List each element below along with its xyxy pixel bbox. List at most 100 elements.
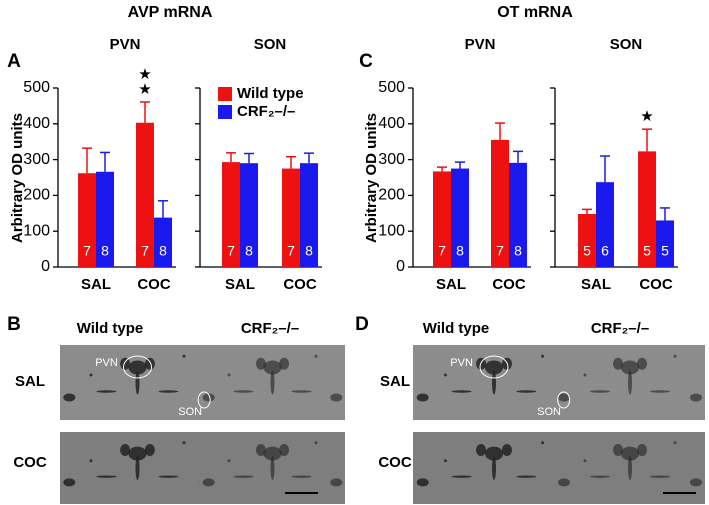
tissue-spot	[621, 360, 639, 375]
tissue-spot	[314, 441, 318, 445]
x-tick-label: SAL	[436, 276, 466, 293]
count-label: 7	[227, 243, 235, 259]
tissue-spot	[673, 441, 677, 445]
tissue-spot	[492, 456, 496, 480]
tissue-spot	[263, 360, 282, 375]
tissue-spot	[628, 456, 632, 480]
tissue-spot	[690, 478, 702, 487]
region-outline	[123, 355, 152, 379]
panel-title: AVP mRNA	[128, 4, 213, 21]
tissue-spot	[96, 390, 117, 393]
y-tick-label: 0	[396, 258, 405, 275]
bar	[136, 122, 154, 267]
y-axis-label: Arbitrary OD units	[9, 113, 26, 243]
column-label: CRF₂–/–	[241, 320, 299, 337]
tissue-spot	[89, 373, 93, 377]
count-label: 7	[438, 243, 446, 259]
tissue-spot	[96, 475, 117, 478]
tissue-spot	[182, 441, 186, 445]
tissue-spot	[637, 444, 647, 456]
count-label: 7	[83, 243, 91, 259]
tissue-spot	[314, 354, 318, 358]
tissue-spot	[144, 444, 155, 456]
tissue-spot	[135, 456, 140, 480]
tissue-spot	[227, 459, 231, 463]
chart-title: SON	[610, 36, 643, 53]
y-tick-label: 200	[23, 187, 50, 204]
row-label: COC	[13, 454, 47, 471]
y-tick-label: 100	[23, 222, 50, 239]
y-tick-label: 100	[378, 222, 405, 239]
chart-title: PVN	[110, 36, 141, 53]
tissue-spot	[227, 373, 231, 377]
count-label: 8	[245, 243, 253, 259]
tissue-spot	[443, 373, 447, 377]
tissue-spot	[583, 459, 587, 463]
bar	[282, 168, 300, 267]
bar	[491, 139, 509, 267]
y-tick-label: 500	[23, 79, 50, 96]
x-tick-label: COC	[137, 276, 171, 293]
row-label: SAL	[15, 373, 45, 390]
tissue-spot	[255, 444, 266, 456]
tissue-spot	[613, 444, 623, 456]
count-label: 8	[514, 243, 522, 259]
region-label: PVN	[95, 357, 118, 369]
tissue-spot	[120, 357, 131, 370]
row-label: SAL	[380, 373, 410, 390]
tissue-spot	[485, 446, 503, 461]
tissue-spot	[690, 393, 702, 402]
tissue-spot	[182, 354, 186, 358]
y-axis-label: Arbitrary OD units	[363, 113, 380, 243]
y-tick-label: 400	[23, 115, 50, 132]
tissue-spot	[558, 393, 570, 402]
region-label: SON	[178, 406, 202, 418]
column-label: Wild type	[77, 320, 144, 337]
tissue-spot	[270, 456, 275, 480]
count-label: 6	[601, 243, 609, 259]
y-tick-label: 500	[378, 79, 405, 96]
tissue-spot	[202, 478, 215, 487]
tissue-spot	[650, 475, 670, 478]
legend-label: Wild type	[237, 85, 304, 102]
bar	[596, 182, 614, 267]
tissue-spot	[492, 370, 496, 395]
count-label: 8	[456, 243, 464, 259]
tissue-spot	[558, 478, 570, 487]
tissue-spot	[89, 459, 93, 463]
tissue-spot	[516, 475, 537, 478]
row-label: COC	[378, 454, 412, 471]
tissue-spot	[202, 393, 215, 402]
bar	[154, 217, 172, 267]
tissue-spot	[291, 475, 312, 478]
tissue-spot	[476, 444, 487, 456]
tissue-spot	[263, 446, 282, 461]
count-label: 7	[287, 243, 295, 259]
count-label: 5	[661, 243, 669, 259]
count-label: 5	[643, 243, 651, 259]
tissue-spot	[233, 475, 254, 478]
tissue-spot	[135, 370, 140, 395]
tissue-spot	[279, 444, 290, 456]
x-tick-label: SAL	[81, 276, 111, 293]
panel-letter: D	[355, 314, 369, 335]
column-label: CRF₂–/–	[591, 320, 649, 337]
bar	[656, 220, 674, 267]
tissue-spot	[650, 390, 670, 393]
count-label: 8	[159, 243, 167, 259]
tissue-spot	[516, 390, 537, 393]
bar	[638, 151, 656, 267]
panel-letter: B	[7, 314, 21, 335]
significance: ★ ★	[138, 66, 151, 98]
column-label: Wild type	[423, 320, 490, 337]
tissue-spot	[158, 475, 179, 478]
tissue-spot	[637, 357, 647, 370]
y-tick-label: 200	[378, 187, 405, 204]
x-tick-label: COC	[639, 276, 673, 293]
bar	[240, 163, 258, 267]
legend-swatch	[218, 105, 232, 119]
tissue-spot	[158, 390, 179, 393]
tissue-spot	[330, 393, 343, 402]
x-tick-label: SAL	[225, 276, 255, 293]
